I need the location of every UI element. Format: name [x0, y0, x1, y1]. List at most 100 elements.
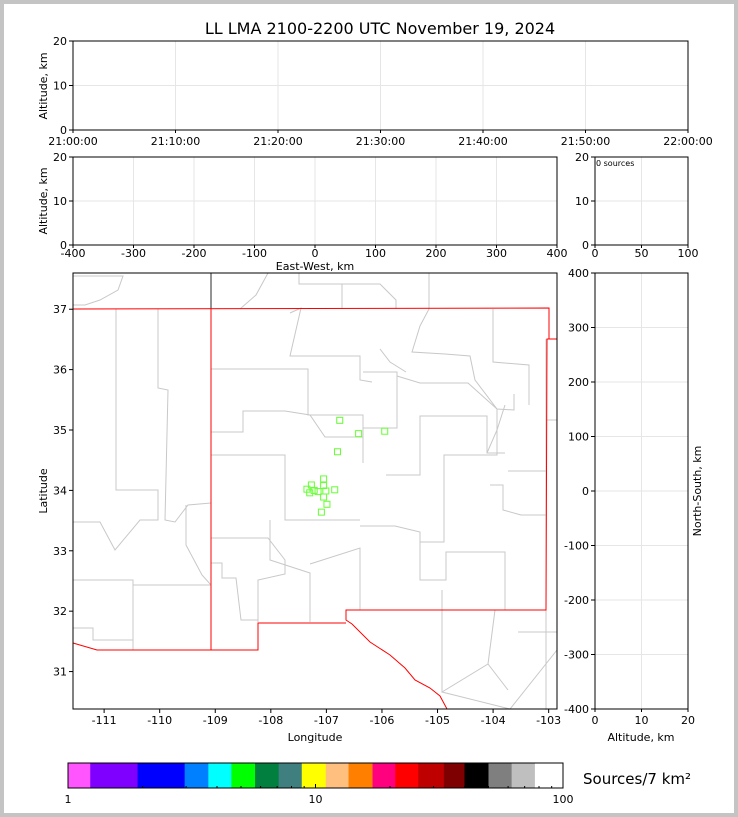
plan-view-xtick-label: -107	[314, 714, 339, 727]
colorbar-segment	[301, 763, 327, 788]
county-boundary	[289, 307, 373, 383]
ew-height-frame	[72, 156, 558, 246]
ns-height-ytick-label: -100	[564, 540, 589, 553]
histogram-xtick-label: 0	[592, 247, 599, 260]
ew-height-xtick-label: 200	[426, 247, 447, 260]
colorbar-segment	[278, 763, 303, 788]
plan-view-ytick-label: 37	[53, 303, 67, 316]
plan-view-xtick-label: -109	[203, 714, 228, 727]
ew-height-xtick-label: -100	[242, 247, 267, 260]
plan-view-xtick-label: -108	[258, 714, 283, 727]
county-boundary	[73, 579, 134, 650]
time-height-xtick-label: 22:00:00	[663, 135, 712, 148]
colorbar-segment	[443, 763, 466, 788]
county-boundary	[73, 627, 133, 641]
source-point	[320, 475, 328, 483]
map-boundaries	[72, 272, 558, 710]
colorbar-segment	[372, 763, 396, 788]
plan-view-ytick-label: 31	[53, 666, 67, 679]
ns-height-ytick-label: 100	[568, 431, 589, 444]
ns-height-ytick-label: 0	[582, 485, 589, 498]
ew-height-ylabel: Altitude, km	[37, 167, 50, 234]
colorbar-segment	[137, 763, 186, 788]
time-height-ytick-label: 20	[53, 35, 67, 48]
ew-height-xtick-label: -200	[182, 247, 207, 260]
county-boundary	[211, 454, 360, 521]
colorbar-segment	[418, 763, 445, 788]
histogram-ytick-label: 0	[582, 239, 589, 252]
county-boundary	[73, 275, 124, 306]
figure-title: LL LMA 2100-2200 UTC November 19, 2024	[205, 19, 555, 38]
plan-view-xtick-label: -111	[92, 714, 117, 727]
county-boundary	[298, 273, 343, 309]
ew-height-xtick-label: -300	[121, 247, 146, 260]
county-boundary	[411, 273, 515, 411]
nm-state-border	[72, 307, 557, 710]
ew-height-ytick-label: 10	[53, 195, 67, 208]
colorbar-segment	[488, 763, 513, 788]
ns-height-xtick-label: 20	[681, 714, 695, 727]
colorbar-segment	[534, 763, 564, 788]
colorbar-segment	[231, 763, 256, 788]
colorbar-segment	[395, 763, 419, 788]
source-point	[310, 486, 318, 494]
time-height-xtick-label: 21:10:00	[151, 135, 200, 148]
colorbar-tick-label: 1	[65, 793, 72, 806]
source-point	[334, 448, 342, 456]
ns-height-ytick-label: -400	[564, 703, 589, 716]
histogram-xtick-label: 50	[635, 247, 649, 260]
ns-height-ylabel: North-South, km	[691, 446, 704, 537]
colorbar-segment	[208, 763, 232, 788]
colorbar-segment	[68, 763, 91, 788]
ns-height-ytick-label: 300	[568, 322, 589, 335]
ns-height-ytick-label: -200	[564, 594, 589, 607]
source-point	[314, 488, 322, 496]
source-point	[336, 416, 344, 424]
plan-view-xtick-label: -104	[481, 714, 506, 727]
county-boundary	[309, 547, 361, 610]
ns-height-xtick-label: 10	[635, 714, 649, 727]
county-boundary	[441, 590, 509, 693]
county-boundary	[379, 348, 407, 373]
histogram-frame	[594, 156, 689, 246]
time-height-ylabel: Altitude, km	[37, 52, 50, 119]
ew-height-xtick-label: 100	[365, 247, 386, 260]
county-boundary	[360, 525, 506, 610]
colorbar-segment	[325, 763, 350, 788]
county-boundary	[211, 562, 258, 621]
county-boundary	[211, 410, 363, 438]
ew-height-xtick-label: -400	[61, 247, 86, 260]
time-height-ytick-label: 0	[60, 124, 67, 137]
time-height-xtick-label: 21:20:00	[253, 135, 302, 148]
ns-height-xlabel: Altitude, km	[607, 731, 674, 744]
county-boundary	[211, 537, 286, 622]
histogram-xtick-label: 100	[678, 247, 699, 260]
ew-height-ytick-label: 20	[53, 151, 67, 164]
source-point	[317, 508, 325, 516]
source-point	[355, 430, 363, 438]
histogram-ytick-label: 10	[575, 195, 589, 208]
ns-height-xtick-label: 0	[592, 714, 599, 727]
plan-view-ytick-label: 32	[53, 605, 67, 618]
county-boundary	[363, 371, 398, 429]
ew-height-xtick-label: 300	[486, 247, 507, 260]
time-height-xtick-label: 21:30:00	[356, 135, 405, 148]
ns-height-frame	[594, 272, 689, 710]
lma-figure: LL LMA 2100-2200 UTC November 19, 2024 A…	[4, 4, 734, 813]
colorbar-label: Sources/7 km²	[583, 770, 691, 788]
plan-view-ylabel: Latitude	[37, 468, 50, 514]
histogram-annotation: 0 sources	[596, 159, 634, 168]
ns-height-ytick-label: -300	[564, 649, 589, 662]
source-point	[320, 482, 328, 490]
county-boundary	[185, 505, 212, 586]
county-boundary	[73, 309, 159, 551]
plan-view-xlabel: Longitude	[288, 731, 343, 744]
source-point	[331, 486, 339, 494]
time-height-frame	[72, 40, 689, 131]
plan-view-ytick-label: 34	[53, 484, 67, 497]
source-point	[323, 500, 331, 508]
county-boundary	[420, 409, 498, 543]
colorbar-segment	[255, 763, 280, 788]
time-height-xtick-label: 21:40:00	[458, 135, 507, 148]
